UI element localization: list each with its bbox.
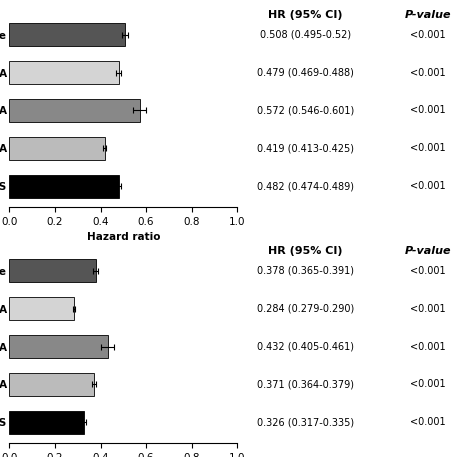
Text: 0.284 (0.279-0.290): 0.284 (0.279-0.290) [257, 303, 354, 314]
X-axis label: Hazard ratio: Hazard ratio [87, 233, 160, 243]
Text: <0.001: <0.001 [410, 417, 446, 427]
Text: <0.001: <0.001 [410, 303, 446, 314]
Text: HR (95% CI): HR (95% CI) [268, 246, 343, 256]
Bar [9, 61, 119, 84]
Bar [9, 373, 94, 396]
Text: <0.001: <0.001 [410, 106, 446, 116]
Text: 0.371 (0.364-0.379): 0.371 (0.364-0.379) [257, 379, 354, 389]
Bar [9, 99, 140, 122]
Text: 0.432 (0.405-0.461): 0.432 (0.405-0.461) [257, 341, 354, 351]
Text: 0.572 (0.546-0.601): 0.572 (0.546-0.601) [257, 106, 354, 116]
Text: <0.001: <0.001 [410, 341, 446, 351]
Text: <0.001: <0.001 [410, 143, 446, 154]
Text: 0.482 (0.474-0.489): 0.482 (0.474-0.489) [257, 181, 354, 191]
Text: <0.001: <0.001 [410, 266, 446, 276]
Text: 0.508 (0.495-0.52): 0.508 (0.495-0.52) [260, 30, 351, 40]
Text: P-value: P-value [405, 10, 452, 20]
Bar [9, 175, 119, 198]
Text: <0.001: <0.001 [410, 181, 446, 191]
Text: HR (95% CI): HR (95% CI) [268, 10, 343, 20]
Bar [9, 137, 105, 160]
Text: 0.378 (0.365-0.391): 0.378 (0.365-0.391) [257, 266, 354, 276]
Text: 0.326 (0.317-0.335): 0.326 (0.317-0.335) [257, 417, 354, 427]
Bar [9, 411, 84, 434]
Bar [9, 297, 74, 320]
Text: P-value: P-value [405, 246, 452, 256]
Text: <0.001: <0.001 [410, 30, 446, 40]
Text: 0.479 (0.469-0.488): 0.479 (0.469-0.488) [257, 68, 354, 78]
Bar [9, 23, 125, 46]
Text: <0.001: <0.001 [410, 379, 446, 389]
Bar [9, 259, 96, 282]
Text: <0.001: <0.001 [410, 68, 446, 78]
Bar [9, 335, 108, 358]
Text: 0.419 (0.413-0.425): 0.419 (0.413-0.425) [257, 143, 354, 154]
